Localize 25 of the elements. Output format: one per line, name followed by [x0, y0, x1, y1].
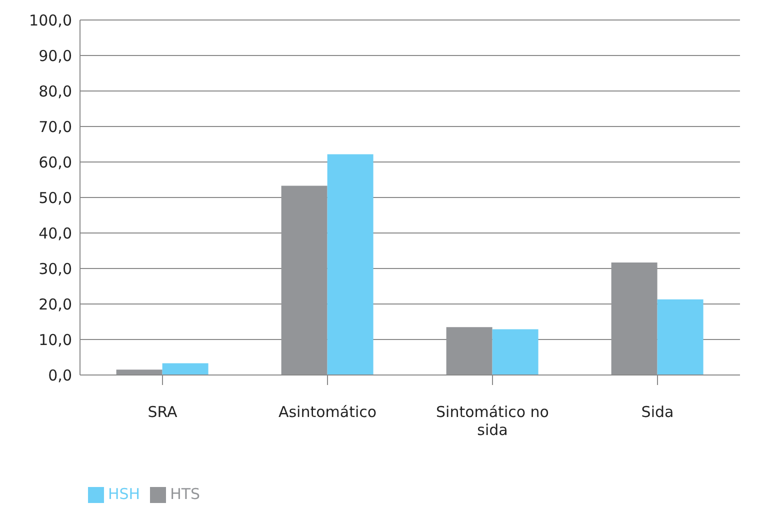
y-tick-label: 20,0: [38, 295, 72, 314]
y-tick-label: 40,0: [38, 224, 72, 242]
y-tick-label: 70,0: [38, 118, 72, 136]
y-tick-label: 30,0: [38, 260, 72, 278]
bar: [116, 370, 162, 375]
bar: [446, 327, 492, 375]
x-tick-label: Sintomático no sida: [436, 403, 549, 439]
x-tick-label: Sida: [641, 403, 674, 421]
x-tick-label: Asintomático: [278, 403, 377, 421]
x-tick-label: SRA: [148, 403, 178, 421]
bar: [492, 329, 538, 375]
y-tick-label: 10,0: [38, 330, 72, 349]
bar: [327, 154, 374, 375]
y-tick-label: 100,0: [29, 11, 72, 30]
legend-label: HSH: [108, 485, 140, 503]
legend-label: HTS: [170, 485, 200, 503]
y-tick-label: 50,0: [38, 188, 72, 207]
y-tick-label: 0,0: [48, 366, 72, 384]
bar: [281, 186, 328, 375]
bar: [657, 299, 704, 375]
y-tick-label: 80,0: [38, 82, 72, 100]
y-tick-label: 90,0: [38, 46, 72, 65]
bar: [611, 262, 658, 375]
y-tick-label: 60,0: [38, 153, 72, 172]
bar: [162, 363, 208, 375]
